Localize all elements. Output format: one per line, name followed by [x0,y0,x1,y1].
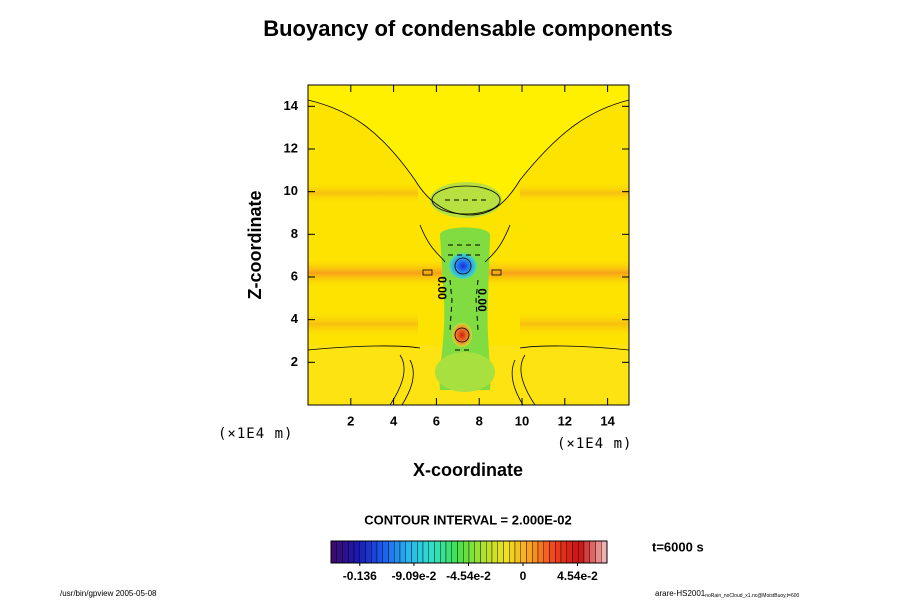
colorbar-tick-label: -0.136 [343,569,377,583]
colorbar-tick-label: 4.54e-2 [557,569,598,583]
chart-title: Buoyancy of condensable components [263,16,673,41]
colorbar-cell [503,540,510,564]
colorbar-cell [480,540,487,564]
footer-right: arare-HS2001noRain_noCloud_x1.nc@MoistBu… [655,589,800,599]
colorbar-cell [371,540,378,564]
colorbar-cell [417,540,424,564]
colorbar-cell [514,540,521,564]
x-axis-label: X-coordinate [413,460,523,480]
colorbar-cell [445,540,452,564]
x-tick-label: 8 [476,413,483,428]
colorbar-cell [486,540,493,564]
colorbar-cell [560,540,567,564]
colorbar-cell [342,540,349,564]
colorbar-cell [394,540,401,564]
x-tick-label: 12 [558,413,572,428]
colorbar-cell [463,540,470,564]
colorbar-cell [353,540,360,564]
colorbar-cell [583,540,590,564]
colorbar-cell [537,540,544,564]
y-tick-label: 6 [291,268,298,283]
colorbar-cell [405,540,412,564]
colorbar-cell [359,540,366,564]
colorbar-cell [434,540,441,564]
footer-sub: noRain_noCloud_x1.nc@MoistBuoy,t=600 [705,593,799,599]
x-tick-label: 6 [433,413,440,428]
time-label: t=6000 s [652,539,704,554]
colorbar-cell [578,540,585,564]
x-tick-label: 10 [515,413,529,428]
colorbar-cell [497,540,504,564]
contour-label: 0.00 [435,276,449,300]
colorbar-cell [566,540,573,564]
x-tick-label: 4 [390,413,398,428]
colorbar-cell [491,540,498,564]
y-tick-label: 10 [284,183,298,198]
x-unit-label: (×1E4 m) [557,436,632,452]
y-tick-label: 2 [291,354,298,369]
colorbar-cell [457,540,464,564]
colorbar-cell [376,540,383,564]
x-tick-label: 2 [347,413,354,428]
colorbar-tick-label: -4.54e-2 [446,569,491,583]
colorbar-cell [336,540,343,564]
colorbar-cell [348,540,355,564]
y-tick-label: 4 [291,311,299,326]
colorbar-cell [526,540,533,564]
colorbar-cell [520,540,527,564]
footer-main: arare-HS2001 [655,589,706,598]
y-axis-label: Z-coordinate [245,190,265,299]
colorbar-cell [330,540,337,564]
colorbar-tick-label: -9.09e-2 [392,569,437,583]
contour-interval: CONTOUR INTERVAL = 2.000E-02 [364,512,571,527]
colorbar-cell [382,540,389,564]
contour-field [308,85,629,405]
colorbar-cell [411,540,418,564]
colorbar-cell [509,540,516,564]
colorbar-cell [388,540,395,564]
y-tick-label: 14 [284,98,299,113]
colorbar-cell [601,540,608,564]
colorbar-cell [422,540,429,564]
colorbar-cell [440,540,447,564]
y-unit-label: (×1E4 m) [218,426,293,442]
colorbar-cell [428,540,435,564]
colorbar-cell [532,540,539,564]
colorbar-cell [474,540,481,564]
colorbar-tick-label: 0 [520,569,527,583]
colorbar-cell [555,540,562,564]
y-tick-label: 12 [284,140,298,155]
colorbar-cell [451,540,458,564]
colorbar-cell [589,540,596,564]
colorbar-cell [595,540,602,564]
y-tick-label: 8 [291,226,298,241]
contour-label: 0.00 [475,288,489,312]
colorbar-cell [468,540,475,564]
x-tick-label: 14 [600,413,615,428]
colorbar-cell [549,540,556,564]
plot-frame [307,84,630,406]
colorbar-cell [365,540,372,564]
colorbar-cell [399,540,406,564]
colorbar-cell [543,540,550,564]
footer-left: /usr/bin/gpview 2005-05-08 [60,589,157,598]
colorbar-cell [572,540,579,564]
